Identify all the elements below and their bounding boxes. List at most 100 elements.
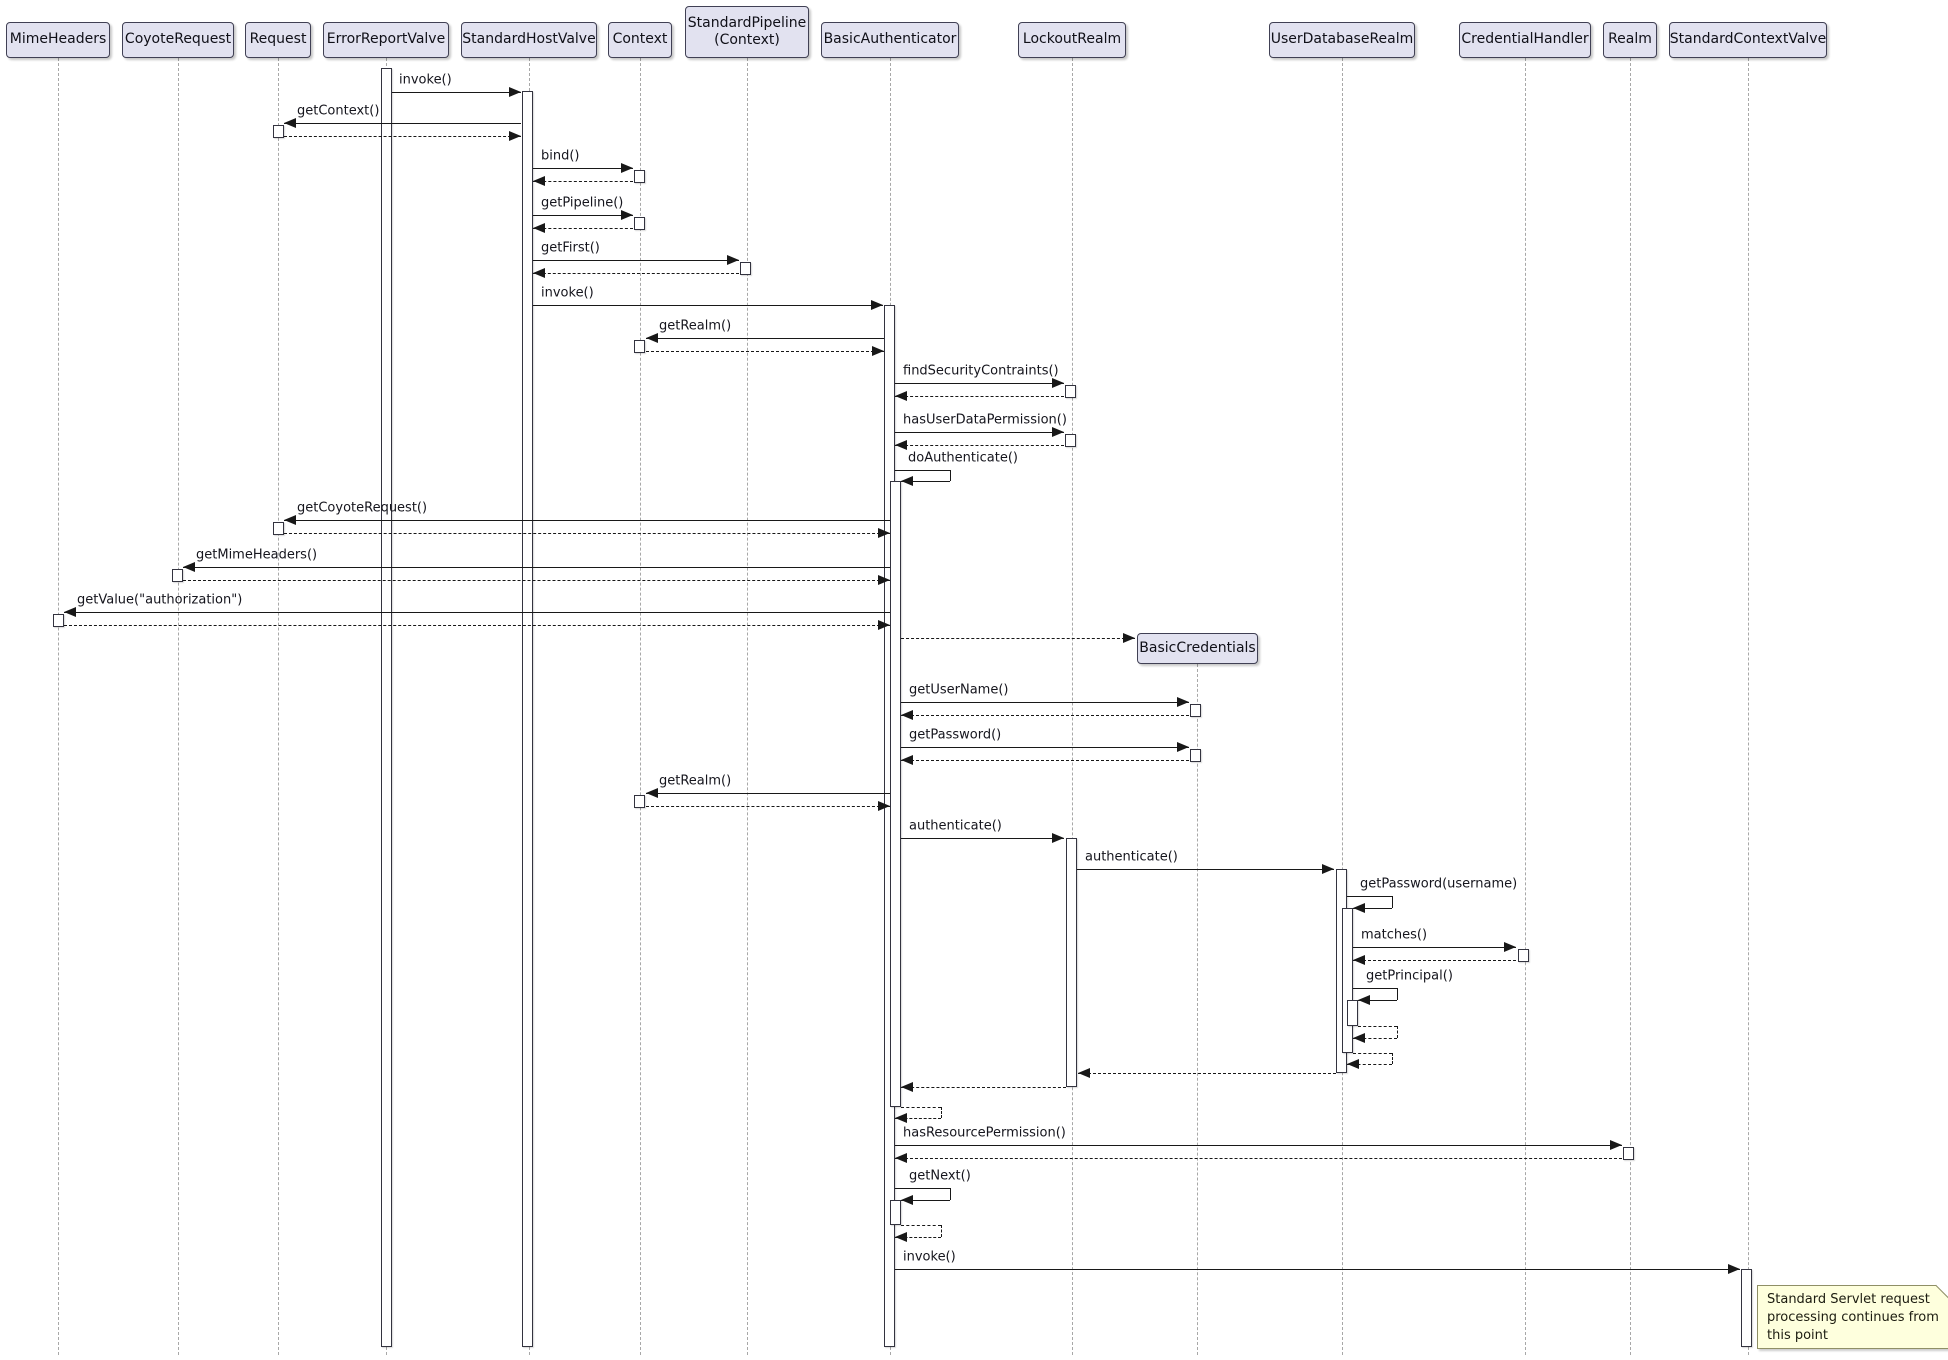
return-message-line (533, 273, 739, 274)
activation-bar-small (273, 125, 284, 138)
activation-bar-small (740, 262, 751, 275)
message-label: getUserName() (909, 682, 1009, 698)
message-label: getRealm() (659, 318, 732, 334)
participant-mime-headers: MimeHeaders (6, 22, 110, 58)
arrowhead (509, 131, 521, 141)
message-label: getFirst() (541, 240, 600, 256)
arrowhead (1052, 833, 1064, 843)
message-label: getCoyoteRequest() (297, 500, 428, 516)
self-call-doauthenticate-bend (950, 470, 951, 481)
message-label: getPassword() (909, 727, 1002, 743)
message-line-authenticate (1077, 869, 1334, 870)
arrowhead (284, 515, 296, 525)
arrowhead (509, 87, 521, 97)
arrowhead (533, 268, 545, 278)
lifeline-basic-credentials (1196, 664, 1198, 1355)
activation-bar (1347, 1000, 1358, 1026)
arrowhead (64, 607, 76, 617)
activation-bar-small (634, 340, 645, 353)
arrowhead (871, 300, 883, 310)
arrowhead (901, 1082, 913, 1092)
activation-bar (522, 91, 533, 1347)
arrowhead (1177, 697, 1189, 707)
message-line-getcontext (284, 123, 521, 124)
participant-realm: Realm (1603, 22, 1657, 58)
activation-bar-small (1190, 704, 1201, 717)
participant-lockout-realm: LockoutRealm (1018, 22, 1126, 58)
activation-bar (890, 1200, 901, 1225)
message-label: getContext() (297, 103, 380, 119)
message-label: getPrincipal() (1366, 968, 1453, 984)
participant-user-database-realm: UserDatabaseRealm (1269, 22, 1415, 58)
lifeline-lockout-realm (1071, 58, 1073, 1355)
message-label: hasResourcePermission() (903, 1125, 1066, 1141)
self-return-message (1358, 1026, 1397, 1027)
self-return-message (901, 1225, 941, 1226)
activation-bar (890, 481, 901, 1107)
participant-standard-pipeline: StandardPipeline (Context) (685, 6, 809, 58)
return-message-line (901, 715, 1189, 716)
activation-bar-small (273, 522, 284, 535)
participant-request: Request (245, 22, 311, 58)
return-message-line (901, 760, 1189, 761)
message-line-getfirst (533, 260, 739, 261)
self-call-getpasswordusername (1347, 896, 1392, 897)
message-line-invoke (533, 305, 883, 306)
message-line-bind (533, 168, 633, 169)
arrowhead (1347, 1059, 1359, 1069)
arrowhead (1177, 742, 1189, 752)
self-return-message-back (1347, 1064, 1392, 1065)
arrowhead (1353, 955, 1365, 965)
lifeline-realm (1629, 58, 1631, 1355)
arrowhead (1322, 864, 1334, 874)
message-line-getpipeline (533, 215, 633, 216)
self-call-getnext-bend (950, 1188, 951, 1200)
return-message-line (646, 806, 890, 807)
message-label: hasUserDataPermission() (903, 412, 1067, 428)
self-return-message (901, 1107, 941, 1108)
message-line-matches (1353, 947, 1516, 948)
self-call-doauthenticate-back (901, 481, 950, 482)
message-line-authenticate (901, 838, 1064, 839)
activation-bar (1066, 838, 1077, 1087)
message-line-getcoyoterequest (284, 520, 890, 521)
activation-bar-small (634, 170, 645, 183)
message-label: doAuthenticate() (908, 450, 1018, 466)
message-line-findsecuritycontraints (895, 383, 1064, 384)
message-label: findSecurityContraints() (903, 363, 1059, 379)
participant-context: Context (608, 22, 672, 58)
arrowhead (901, 710, 913, 720)
arrowhead (1610, 1140, 1622, 1150)
activation-bar-small (634, 217, 645, 230)
self-return-message-back (895, 1237, 941, 1238)
message-label: authenticate() (909, 818, 1002, 834)
message-label: matches() (1361, 927, 1428, 943)
arrowhead (1078, 1068, 1090, 1078)
arrowhead (533, 223, 545, 233)
arrowhead (1353, 903, 1365, 913)
message-line-getrealm (646, 338, 884, 339)
message-line-getvalueauthorization (64, 612, 890, 613)
message-line-getusername (901, 702, 1189, 703)
self-return-message-back (1353, 1038, 1397, 1039)
return-message-line (901, 1087, 1066, 1088)
return-message-line (901, 638, 1135, 639)
participant-basic-authenticator: BasicAuthenticator (821, 22, 959, 58)
activation-bar (381, 68, 392, 1347)
activation-bar-small (634, 795, 645, 808)
return-message-line (64, 625, 890, 626)
arrowhead (1353, 1033, 1365, 1043)
arrowhead (901, 476, 913, 486)
arrowhead (1358, 995, 1370, 1005)
self-call-getprincipal-back (1358, 1000, 1397, 1001)
activation-bar (1342, 908, 1353, 1053)
activation-bar-small (1065, 385, 1076, 398)
message-label: getRealm() (659, 773, 732, 789)
arrowhead (1728, 1264, 1740, 1274)
message-label: invoke() (903, 1249, 956, 1265)
self-call-getpasswordusername-bend (1392, 896, 1393, 908)
arrowhead (895, 391, 907, 401)
note-text-line: processing continues from (1767, 1310, 1939, 1326)
message-line-hasuserdatapermission (895, 432, 1064, 433)
